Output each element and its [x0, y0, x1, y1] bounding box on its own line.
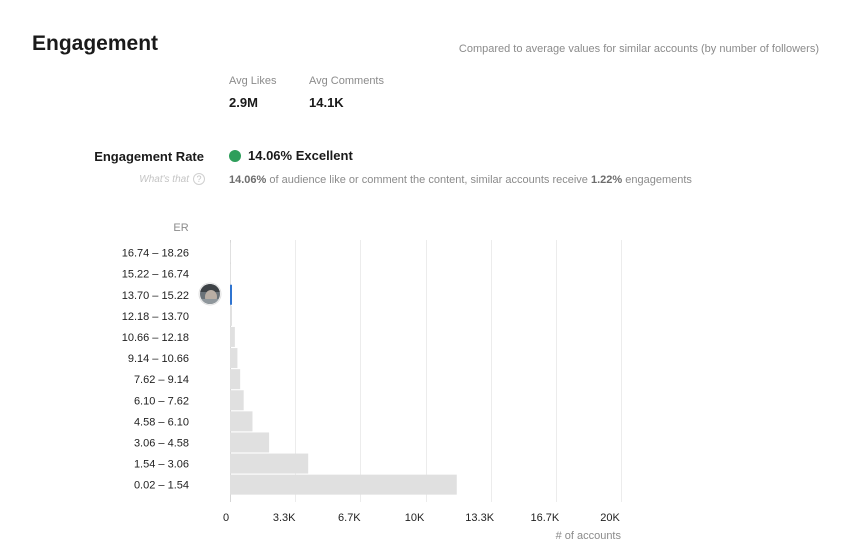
avg-comments-label: Avg Comments	[309, 75, 384, 87]
y-axis-title: ER	[173, 222, 188, 234]
bar	[230, 369, 241, 390]
x-tick-label: 10K	[405, 512, 425, 524]
x-tick-label: 13.3K	[465, 512, 494, 524]
avg-comments-stat: Avg Comments 14.1K	[309, 75, 384, 110]
engagement-rate-value-row: 14.06% Excellent	[229, 148, 353, 163]
chart-bars	[230, 242, 457, 495]
bar	[230, 453, 309, 474]
avg-comments-value: 14.1K	[309, 95, 344, 110]
engagement-rate-description: 14.06% of audience like or comment the c…	[229, 174, 692, 186]
category-label: 15.22 – 16.74	[122, 269, 189, 281]
status-dot-icon	[229, 149, 241, 162]
er-description-text: of audience like or comment the content,…	[269, 174, 588, 186]
bar	[230, 263, 231, 284]
category-label: 10.66 – 12.18	[122, 332, 189, 344]
x-axis-title: # of accounts	[556, 530, 622, 542]
bar	[230, 242, 231, 263]
category-label: 13.70 – 15.22	[122, 290, 189, 302]
x-tick-label: 16.7K	[530, 512, 559, 524]
category-label: 12.18 – 13.70	[122, 311, 189, 323]
highlighted-bar	[230, 284, 232, 305]
category-label: 7.62 – 9.14	[134, 374, 189, 386]
x-tick-label: 6.7K	[338, 512, 361, 524]
x-tick-label: 0	[223, 512, 229, 524]
chart-category-labels: 16.74 – 18.26 15.22 – 16.74 13.70 – 15.22 1…	[122, 248, 189, 492]
bar	[230, 474, 457, 495]
bar	[230, 326, 235, 347]
page-title: Engagement	[32, 32, 159, 55]
comparison-note: Compared to average values for similar a…	[458, 43, 819, 55]
question-icon[interactable]: ?	[193, 173, 205, 185]
category-label: 16.74 – 18.26	[122, 248, 189, 260]
engagement-rate-value: 14.06% Excellent	[248, 148, 353, 163]
bar	[230, 348, 238, 369]
account-er-value: 14.06%	[229, 174, 267, 186]
category-label: 3.06 – 4.58	[134, 437, 189, 449]
whats-that-text: What's that	[139, 173, 189, 185]
account-avatar-icon	[198, 282, 222, 306]
category-label: 4.58 – 6.10	[134, 416, 189, 428]
category-label: 0.02 – 1.54	[134, 480, 189, 492]
bar	[230, 390, 244, 411]
avg-likes-label: Avg Likes	[229, 75, 277, 87]
avg-likes-value: 2.9M	[229, 95, 258, 110]
x-tick-label: 3.3K	[273, 512, 296, 524]
similar-er-value: 1.22%	[590, 174, 623, 186]
bar	[230, 432, 270, 453]
bar	[230, 411, 253, 432]
engagement-rate-label: Engagement Rate	[94, 149, 204, 164]
chart-x-ticks: 0 3.3K 6.7K 10K 13.3K 16.7K 20K	[223, 512, 621, 524]
category-label: 1.54 – 3.06	[134, 459, 189, 471]
whats-that-link[interactable]: What's that ?	[139, 173, 205, 185]
x-tick-label: 20K	[600, 512, 620, 524]
category-label: 9.14 – 10.66	[128, 353, 189, 365]
category-label: 6.10 – 7.62	[134, 395, 189, 407]
avg-likes-stat: Avg Likes 2.9M	[229, 75, 277, 110]
bar	[230, 305, 232, 326]
er-description-tail: engagements	[625, 174, 692, 186]
